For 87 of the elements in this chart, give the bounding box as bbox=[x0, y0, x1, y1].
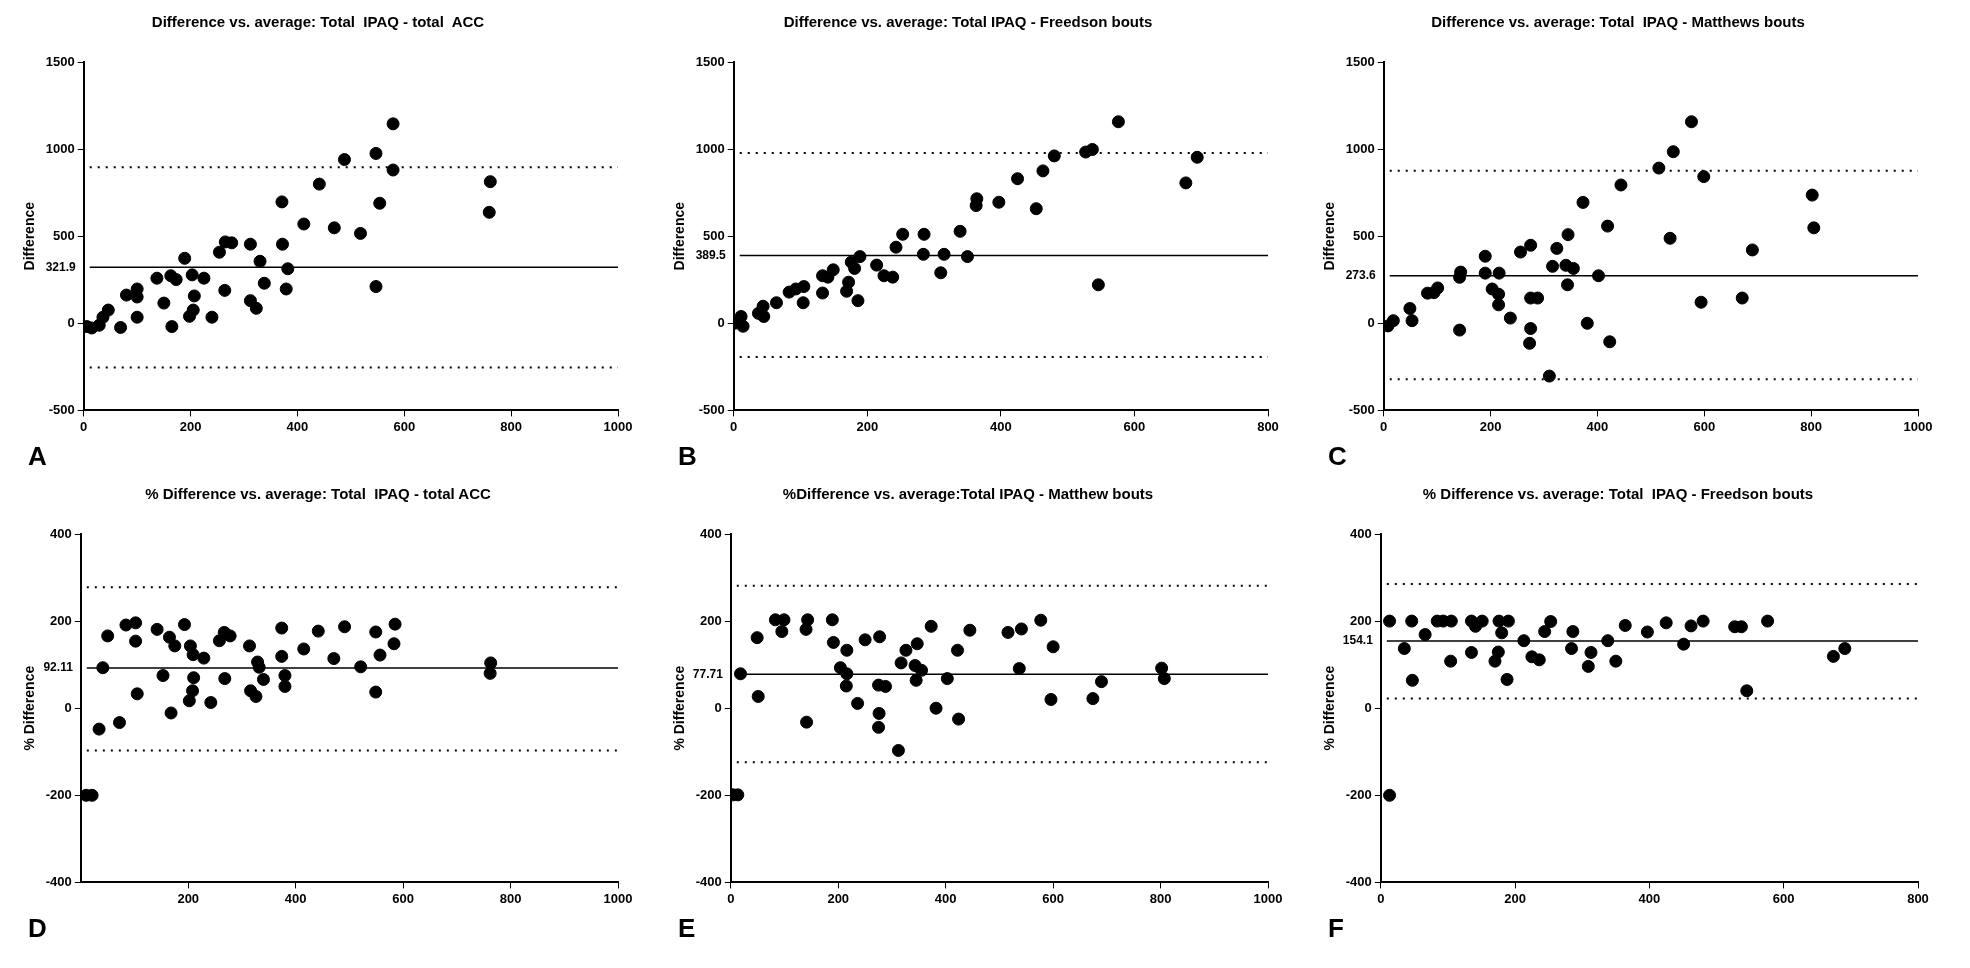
chart-title: % Difference vs. average: Total IPAQ - Freedson bouts bbox=[1422, 485, 1814, 503]
x-tick-label: 200 bbox=[1504, 890, 1526, 906]
x-tick-label: 200 bbox=[177, 890, 200, 906]
y-tick-label: -200 bbox=[45, 786, 72, 802]
y-tick-label: 1500 bbox=[1345, 53, 1375, 69]
y-tick-label: 200 bbox=[700, 612, 722, 628]
chart-title: Difference vs. average: Total IPAQ - total ACC bbox=[151, 13, 485, 31]
chart-title: % Difference vs. average: Total IPAQ - total ACC bbox=[145, 485, 491, 503]
x-tick-label: 400 bbox=[990, 418, 1012, 434]
x-tick-label: 600 bbox=[393, 418, 416, 434]
text: D bbox=[28, 912, 48, 945]
x-tick-label: 600 bbox=[1123, 418, 1146, 434]
x-tick-label: 0 bbox=[730, 418, 738, 434]
y-tick-label: -400 bbox=[695, 873, 722, 889]
x-tick-label: 800 bbox=[1149, 890, 1172, 906]
chart-title: Difference vs. average: Total IPAQ - Freedson bouts bbox=[783, 13, 1153, 31]
y-tick-label: 0 bbox=[64, 699, 72, 715]
y-axis-title: Difference bbox=[671, 201, 688, 271]
ref-line-label: 92.11 bbox=[43, 660, 74, 675]
y-tick-label: -500 bbox=[1348, 401, 1375, 417]
y-axis-title: % Difference bbox=[21, 665, 38, 751]
x-tick-label: 1000 bbox=[1253, 890, 1283, 906]
x-tick-label: 1000 bbox=[603, 418, 633, 434]
x-tick-label: 800 bbox=[1257, 418, 1279, 434]
y-tick-label: 1500 bbox=[45, 53, 75, 69]
x-tick-label: 800 bbox=[500, 418, 522, 434]
x-tick-label: 400 bbox=[1586, 418, 1609, 434]
x-tick-label: 0 bbox=[727, 890, 735, 906]
y-tick-label: 1000 bbox=[45, 140, 75, 156]
y-axis-title: Difference bbox=[21, 201, 38, 271]
x-tick-label: 200 bbox=[827, 890, 850, 906]
y-tick-label: 400 bbox=[1350, 525, 1372, 541]
y-tick-label: 500 bbox=[53, 227, 75, 243]
y-tick-label: 0 bbox=[1364, 699, 1372, 715]
x-tick-label: 400 bbox=[286, 418, 309, 434]
x-tick-label: 0 bbox=[80, 418, 88, 434]
ref-line-label: 273.6 bbox=[1345, 267, 1377, 282]
x-tick-label: 400 bbox=[1638, 890, 1661, 906]
x-tick-label: 400 bbox=[934, 890, 957, 906]
ref-line-label: 77.71 bbox=[692, 666, 724, 681]
y-tick-label: 0 bbox=[67, 314, 75, 330]
y-tick-label: 400 bbox=[50, 525, 72, 541]
y-tick-label: 500 bbox=[703, 227, 725, 243]
y-tick-label: 0 bbox=[714, 699, 722, 715]
x-tick-label: 200 bbox=[1479, 418, 1502, 434]
y-tick-label: -400 bbox=[45, 873, 72, 889]
y-axis-title: % Difference bbox=[671, 665, 688, 751]
x-tick-label: 600 bbox=[392, 890, 414, 906]
x-tick-label: 200 bbox=[856, 418, 879, 434]
y-tick-label: 0 bbox=[717, 314, 725, 330]
x-tick-label: 400 bbox=[284, 890, 307, 906]
y-axis-title: % Difference bbox=[1321, 665, 1338, 751]
y-tick-label: -200 bbox=[1345, 786, 1372, 802]
x-tick-label: 800 bbox=[499, 890, 522, 906]
x-tick-label: 600 bbox=[1772, 890, 1795, 906]
y-tick-label: 500 bbox=[1353, 227, 1375, 243]
ref-line-label: 154.1 bbox=[1342, 633, 1374, 648]
ref-line-label: 321.9 bbox=[45, 259, 77, 274]
y-tick-label: 1000 bbox=[695, 140, 725, 156]
x-tick-label: 600 bbox=[1693, 418, 1716, 434]
y-tick-label: 200 bbox=[1350, 612, 1372, 628]
y-tick-label: 400 bbox=[700, 525, 722, 541]
text: B bbox=[678, 440, 698, 473]
x-tick-label: 1000 bbox=[1903, 418, 1933, 434]
y-tick-label: -500 bbox=[48, 401, 75, 417]
text: E bbox=[678, 912, 697, 945]
text: C bbox=[1328, 440, 1348, 473]
y-tick-label: 200 bbox=[50, 612, 72, 628]
y-tick-label: -500 bbox=[698, 401, 725, 417]
x-tick-label: 800 bbox=[1907, 890, 1929, 906]
x-tick-label: 0 bbox=[1380, 418, 1388, 434]
x-tick-label: 800 bbox=[1800, 418, 1822, 434]
x-tick-label: 0 bbox=[1377, 890, 1385, 906]
chart-title: %Difference vs. average:Total IPAQ - Matthew bouts bbox=[782, 485, 1154, 503]
y-tick-label: 0 bbox=[1367, 314, 1375, 330]
x-tick-label: 1000 bbox=[603, 890, 633, 906]
text: F bbox=[1328, 912, 1345, 945]
x-tick-label: 600 bbox=[1042, 890, 1064, 906]
text: A bbox=[28, 440, 48, 473]
y-tick-label: -200 bbox=[695, 786, 722, 802]
ref-line-label: 389.5 bbox=[695, 247, 727, 262]
y-tick-label: 1000 bbox=[1345, 140, 1375, 156]
chart-title: Difference vs. average: Total IPAQ - Matthews bouts bbox=[1431, 13, 1805, 31]
y-tick-label: 1500 bbox=[695, 53, 725, 69]
x-tick-label: 200 bbox=[179, 418, 202, 434]
y-axis-title: Difference bbox=[1321, 201, 1338, 271]
y-tick-label: -400 bbox=[1345, 873, 1372, 889]
